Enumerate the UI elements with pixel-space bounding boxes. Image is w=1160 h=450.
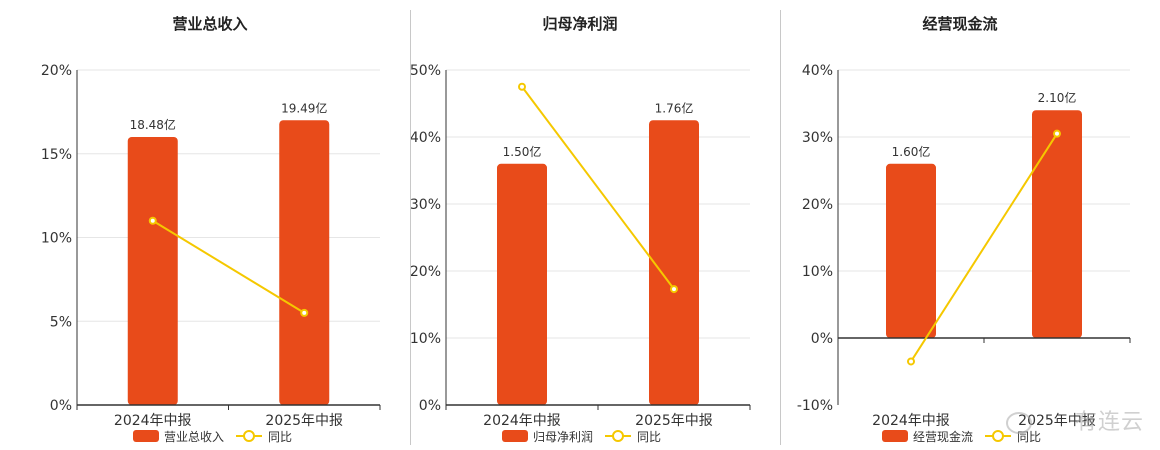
x-tick-label: 2024年中报 <box>114 413 192 429</box>
legend-line-label: 同比 <box>637 430 661 444</box>
bar <box>497 163 547 405</box>
yoy-point <box>670 285 678 294</box>
bar-data-label: 1.76亿 <box>655 100 694 115</box>
legend-line-marker <box>612 430 624 442</box>
legend-bar-label: 归母净利润 <box>533 430 593 444</box>
legend-bar-swatch <box>882 430 908 442</box>
y-tick-label: 0% <box>419 398 441 414</box>
watermark-logo-icon <box>1006 412 1032 434</box>
y-tick-label: 40% <box>802 63 833 79</box>
y-tick-label: 20% <box>802 197 833 213</box>
bar-data-label: 1.60亿 <box>892 144 931 159</box>
x-tick-label: 2024年中报 <box>483 413 561 429</box>
bar <box>279 120 330 405</box>
x-tick-label: 2024年中报 <box>872 413 950 429</box>
x-tick-label: 2025年中报 <box>635 413 713 429</box>
bar <box>886 163 936 338</box>
legend-line-label: 同比 <box>1017 430 1041 444</box>
y-tick-label: 5% <box>50 314 72 330</box>
y-tick-label: 10% <box>410 331 441 347</box>
yoy-line <box>910 133 1058 362</box>
x-tick-label: 2025年中报 <box>1018 413 1096 429</box>
y-tick-label: 20% <box>41 63 72 79</box>
yoy-line <box>521 86 675 290</box>
yoy-point <box>907 357 915 366</box>
y-tick-label: -10% <box>797 398 833 414</box>
legend-bar-label: 营业总收入 <box>164 430 224 444</box>
bar-data-label: 1.50亿 <box>503 144 542 159</box>
bar-data-label: 18.48亿 <box>130 117 176 132</box>
yoy-point <box>148 216 157 225</box>
x-tick-label: 2025年中报 <box>265 413 343 429</box>
y-tick-label: 40% <box>410 130 441 146</box>
y-tick-label: 20% <box>410 264 441 280</box>
y-tick-label: 10% <box>802 264 833 280</box>
y-tick-label: 30% <box>802 130 833 146</box>
legend-bar-swatch <box>502 430 528 442</box>
legend-bar-label: 经营现金流 <box>913 429 973 444</box>
y-tick-label: 50% <box>410 63 441 79</box>
y-tick-label: 0% <box>50 398 72 414</box>
chart-title: 营业总收入 <box>172 15 247 33</box>
yoy-point <box>1053 129 1061 138</box>
legend-line-marker <box>243 430 255 442</box>
chart-title: 归母净利润 <box>542 15 617 33</box>
yoy-point <box>300 308 309 317</box>
bar-data-label: 19.49亿 <box>281 100 327 115</box>
bar <box>649 120 699 405</box>
legend-bar-swatch <box>133 430 159 442</box>
yoy-point <box>518 82 526 91</box>
bar <box>127 137 178 405</box>
panel-divider <box>410 10 411 445</box>
bar <box>1032 110 1082 338</box>
legend-line-label: 同比 <box>268 430 292 444</box>
bar-data-label: 2.10亿 <box>1038 90 1077 105</box>
legend-line-marker <box>992 430 1004 442</box>
chart-title: 经营现金流 <box>922 15 997 33</box>
panel-divider <box>780 10 781 445</box>
watermark-text: 有连云 <box>1074 410 1144 435</box>
y-tick-label: 10% <box>41 231 72 247</box>
y-tick-label: 0% <box>811 331 833 347</box>
y-tick-label: 30% <box>410 197 441 213</box>
y-tick-label: 15% <box>41 147 72 163</box>
yoy-line <box>152 219 305 314</box>
